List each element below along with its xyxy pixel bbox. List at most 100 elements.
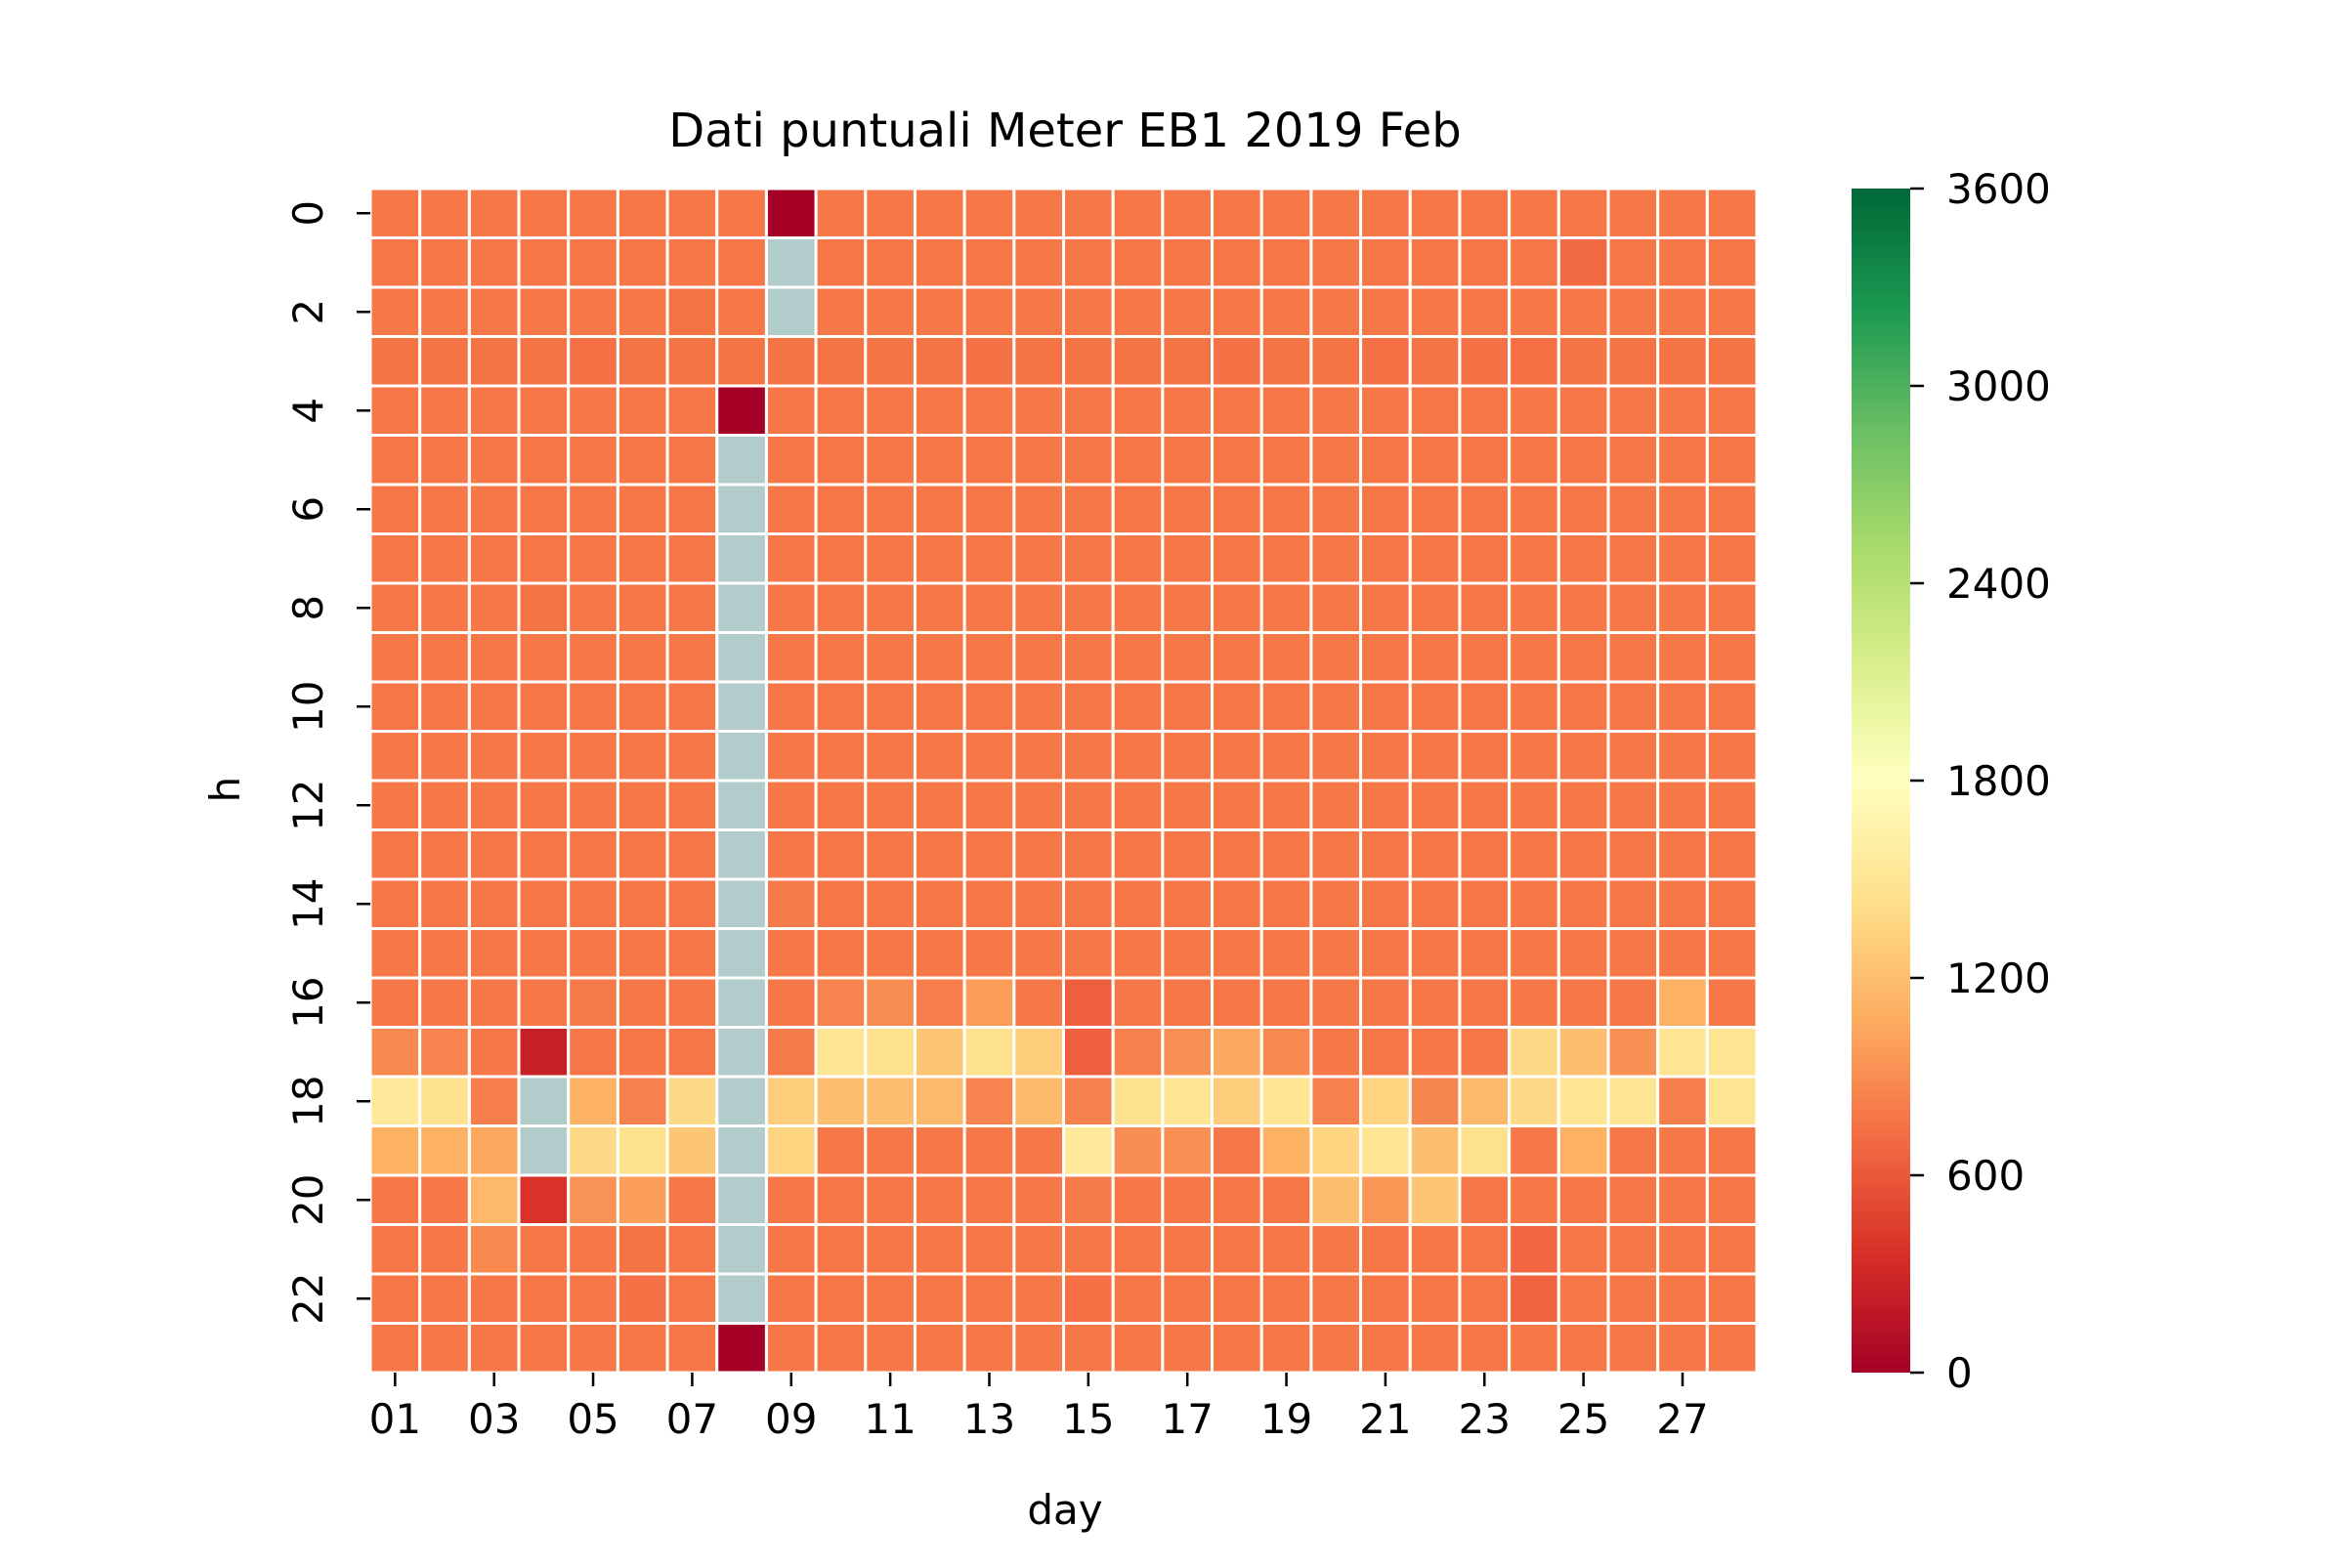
heatmap-cell [1606,1322,1660,1375]
heatmap-cell [368,335,422,388]
heatmap-cell [1309,285,1363,338]
heatmap-cell [1359,828,1412,881]
heatmap-cell [864,335,917,388]
heatmap-cell [418,1075,471,1127]
heatmap-cell [764,335,818,388]
y-axis-label: h [201,777,249,803]
heatmap-cell [368,285,422,338]
heatmap-cell [1211,335,1263,388]
heatmap-cell [418,927,471,980]
heatmap-cell [1508,631,1560,684]
heatmap-cell [1062,384,1115,437]
heatmap-cell [1606,1272,1660,1325]
heatmap-cell [715,1124,768,1177]
heatmap-cell [1705,1223,1759,1276]
heatmap-cell [467,434,521,487]
heatmap-cell [1161,1075,1215,1127]
heatmap-cell [1111,434,1165,487]
heatmap-cell [418,434,471,487]
heatmap-cell [814,1124,868,1177]
heatmap-cell [368,1173,422,1226]
heatmap-cell [1656,828,1709,881]
heatmap-cell [1508,285,1560,338]
x-tick-label: 09 [765,1395,817,1443]
heatmap-cell [1606,532,1660,585]
heatmap-cell [1656,1173,1709,1226]
heatmap-cell [764,976,818,1029]
heatmap-cell [368,1223,422,1276]
heatmap-cell [1012,1124,1065,1177]
heatmap-cell [1656,1223,1709,1276]
heatmap-cell [864,581,917,634]
heatmap-cell [1359,581,1412,634]
heatmap-cell [962,335,1016,388]
colorbar-tick-label: 0 [1946,1349,1973,1397]
heatmap-cell [1161,631,1215,684]
heatmap-cell [1656,976,1709,1029]
heatmap-cell [1656,434,1709,487]
heatmap-cell [1359,1322,1412,1375]
heatmap-cell [368,680,422,733]
heatmap-cell [1705,384,1759,437]
heatmap-cell [1062,1322,1115,1375]
heatmap-cell [913,236,966,289]
heatmap-cell [1606,1075,1660,1127]
heatmap-cell [1211,1124,1263,1177]
y-tick-label: 0 [284,200,332,227]
heatmap-cell [1111,187,1165,239]
heatmap-cell [1062,1272,1115,1325]
heatmap-cell [1309,581,1363,634]
heatmap-cell [665,631,719,684]
heatmap-cell [715,236,768,289]
heatmap-cell [1705,1026,1759,1079]
heatmap-cell [1359,483,1412,535]
heatmap-cell [1359,976,1412,1029]
heatmap-cell [1508,1223,1560,1276]
heatmap-cell [1211,976,1263,1029]
colorbar [1852,189,1910,1373]
heatmap-cell [1111,927,1165,980]
heatmap-cell [1161,434,1215,487]
heatmap-cell [1705,1124,1759,1177]
heatmap-cell [1458,532,1512,585]
heatmap-cell [1211,1173,1263,1226]
heatmap-cell [1556,828,1610,881]
heatmap-cell [913,631,966,684]
heatmap-cell [616,1322,669,1375]
heatmap-cell [418,1223,471,1276]
heatmap-cell [1508,1075,1560,1127]
heatmap-cell [1458,631,1512,684]
heatmap-cell [616,779,669,831]
heatmap-cell [1556,384,1610,437]
heatmap-cell [1508,581,1560,634]
heatmap-cell [1656,1026,1709,1079]
heatmap-cell [567,1075,619,1127]
heatmap-cell [814,1026,868,1079]
heatmap-cell [1012,877,1065,930]
heatmap-cell [1656,927,1709,980]
heatmap-cell [665,828,719,881]
heatmap-cell [616,483,669,535]
heatmap-cell [1211,1026,1263,1079]
colorbar-tick-label: 1800 [1946,757,2051,805]
heatmap-cell [1705,680,1759,733]
heatmap-cell [1012,285,1065,338]
heatmap-cell [1556,532,1610,585]
heatmap-cell [616,828,669,881]
heatmap-cell [467,335,521,388]
heatmap-cell [1556,483,1610,535]
heatmap-cell [814,1173,868,1226]
heatmap-cell [1309,483,1363,535]
heatmap-cell [764,384,818,437]
heatmap-cell [1161,877,1215,930]
heatmap-cell [1458,1124,1512,1177]
heatmap-cell [764,730,818,783]
heatmap-cell [962,483,1016,535]
heatmap-cell [567,384,619,437]
heatmap-cell [864,976,917,1029]
heatmap-cell [616,1173,669,1226]
heatmap-cell [864,384,917,437]
heatmap-cell [567,1124,619,1177]
heatmap-cell [1408,1272,1462,1325]
heatmap-cell [764,581,818,634]
